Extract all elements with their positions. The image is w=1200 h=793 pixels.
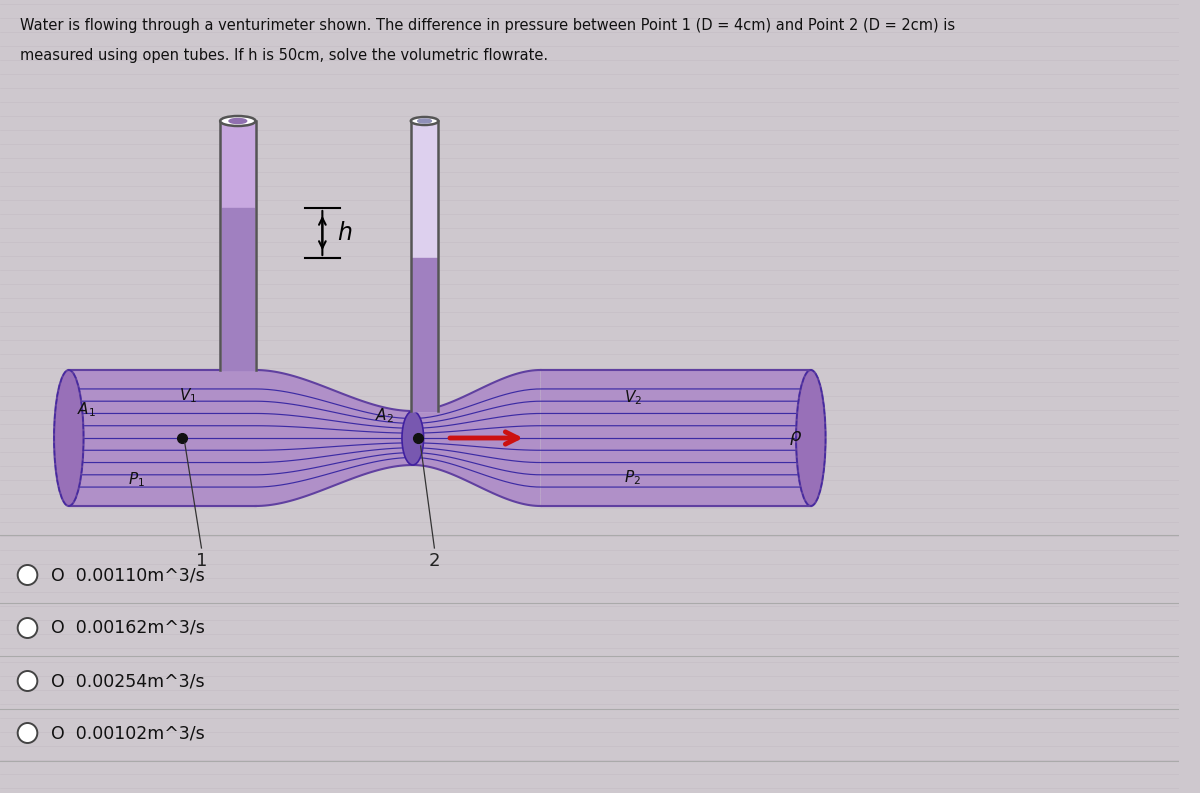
Text: O  0.00110m^3/s: O 0.00110m^3/s bbox=[52, 566, 205, 584]
Ellipse shape bbox=[54, 370, 84, 506]
Text: $A_2$: $A_2$ bbox=[376, 407, 395, 425]
Text: 1: 1 bbox=[196, 552, 208, 570]
Text: $A_1$: $A_1$ bbox=[77, 400, 96, 419]
Ellipse shape bbox=[418, 119, 432, 123]
Ellipse shape bbox=[796, 370, 826, 506]
Text: O  0.00102m^3/s: O 0.00102m^3/s bbox=[52, 724, 205, 742]
Text: measured using open tubes. If h is 50cm, solve the volumetric flowrate.: measured using open tubes. If h is 50cm,… bbox=[19, 48, 547, 63]
Circle shape bbox=[18, 565, 37, 585]
Text: $\rho$: $\rho$ bbox=[790, 429, 803, 447]
Circle shape bbox=[18, 723, 37, 743]
Circle shape bbox=[18, 618, 37, 638]
Ellipse shape bbox=[229, 118, 247, 124]
Ellipse shape bbox=[402, 411, 424, 465]
Text: $P_2$: $P_2$ bbox=[624, 469, 641, 488]
Circle shape bbox=[18, 671, 37, 691]
Text: O  0.00254m^3/s: O 0.00254m^3/s bbox=[52, 672, 205, 690]
Ellipse shape bbox=[410, 117, 438, 125]
Text: Water is flowing through a venturimeter shown. The difference in pressure betwee: Water is flowing through a venturimeter … bbox=[19, 18, 955, 33]
Text: 2: 2 bbox=[428, 552, 440, 570]
Ellipse shape bbox=[220, 116, 256, 126]
Text: $h$: $h$ bbox=[337, 221, 353, 245]
Text: $V_2$: $V_2$ bbox=[624, 389, 642, 408]
Text: $P_1$: $P_1$ bbox=[127, 471, 145, 489]
Text: $V_1$: $V_1$ bbox=[179, 387, 197, 405]
Polygon shape bbox=[256, 370, 540, 506]
Text: O  0.00162m^3/s: O 0.00162m^3/s bbox=[52, 619, 205, 637]
